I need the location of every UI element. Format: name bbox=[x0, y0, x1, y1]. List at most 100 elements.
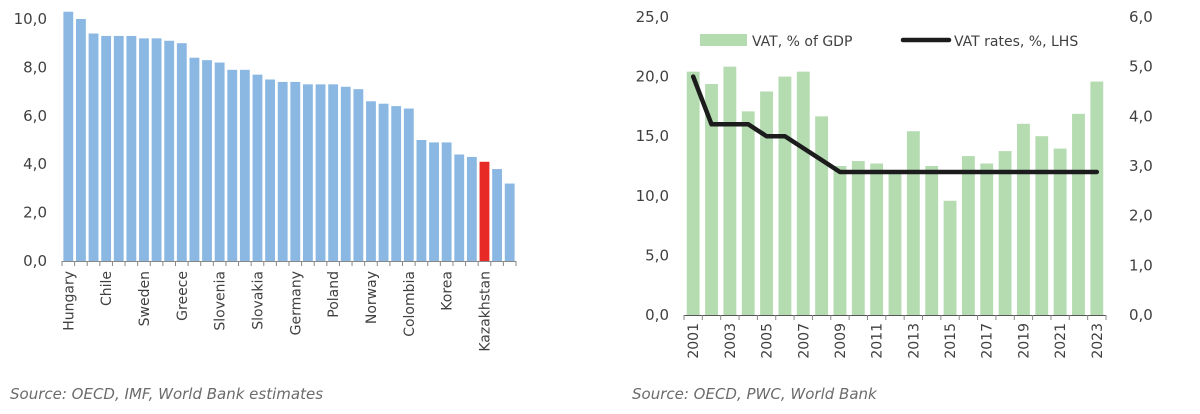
bar bbox=[164, 40, 175, 261]
x-tick-label: 2023 bbox=[1090, 323, 1106, 359]
bar bbox=[391, 106, 402, 262]
chart-vat-by-country: 0,0 2,0 4,0 6,0 8,0 10,0 Hungary Chile Sweden Gre… bbox=[14, 10, 517, 352]
bar bbox=[126, 35, 137, 261]
bar-vat-gdp bbox=[870, 163, 884, 315]
y-tick-label: 6,0 bbox=[23, 107, 47, 125]
bar-vat-gdp bbox=[925, 166, 939, 315]
bar bbox=[315, 84, 326, 261]
bar bbox=[75, 19, 86, 261]
legend-label-vat-rates: VAT rates, %, LHS bbox=[954, 34, 1078, 50]
category-label: Germany bbox=[288, 271, 304, 335]
bar-vat-gdp bbox=[796, 71, 810, 315]
category-label: Chile bbox=[99, 271, 115, 306]
left-axis-tick-label: 20,0 bbox=[636, 68, 669, 86]
left-axis-tick-label: 5,0 bbox=[645, 246, 669, 264]
bar bbox=[239, 69, 250, 261]
x-tick-label: 2009 bbox=[833, 323, 849, 359]
category-label: Kazakhstan bbox=[477, 271, 493, 352]
bar-vat-gdp bbox=[815, 116, 829, 315]
x-tick-label: 2019 bbox=[1016, 323, 1032, 359]
category-label: Sweden bbox=[137, 271, 153, 326]
bar-vat-gdp bbox=[1017, 123, 1030, 316]
source-note-left: Source: OECD, IMF, World Bank estimates bbox=[10, 385, 324, 403]
bar bbox=[101, 35, 112, 261]
x-tick-label: 2005 bbox=[760, 323, 776, 359]
x-tick-label: 2021 bbox=[1053, 323, 1069, 359]
bar bbox=[504, 183, 515, 261]
bar bbox=[189, 57, 200, 261]
category-label: Norway bbox=[364, 271, 380, 324]
bar-vat-gdp bbox=[686, 71, 700, 315]
category-label: Slovakia bbox=[250, 271, 266, 330]
source-note-right: Source: OECD, PWC, World Bank bbox=[632, 385, 877, 403]
bar-vat-gdp bbox=[980, 163, 994, 315]
right-axis-tick-label: 6,0 bbox=[1129, 8, 1153, 26]
x-tick-label: 2013 bbox=[906, 323, 922, 359]
y-tick-label: 2,0 bbox=[23, 204, 47, 222]
right-axis-tick-label: 3,0 bbox=[1129, 157, 1153, 175]
legend-swatch-vat-gdp bbox=[700, 34, 747, 46]
bar bbox=[139, 38, 149, 261]
bar-vat-gdp bbox=[888, 170, 902, 315]
category-label: Slovenia bbox=[213, 271, 229, 331]
left-axis-tick-label: 25,0 bbox=[636, 8, 669, 26]
x-tick-label: 2011 bbox=[870, 323, 886, 359]
bar bbox=[441, 142, 452, 261]
bar bbox=[429, 142, 439, 261]
bar bbox=[328, 84, 339, 261]
left-axis-tick-label: 15,0 bbox=[636, 127, 669, 145]
bar bbox=[366, 101, 376, 261]
bar bbox=[290, 81, 301, 261]
bar bbox=[265, 79, 276, 261]
bar bbox=[454, 154, 465, 261]
bar bbox=[353, 89, 364, 262]
bar bbox=[252, 74, 263, 261]
bar-vat-gdp bbox=[851, 161, 865, 315]
bar-vat-gdp bbox=[833, 166, 847, 315]
bar-vat-gdp bbox=[760, 91, 773, 315]
bar-vat-gdp bbox=[998, 151, 1012, 315]
bar-vat-gdp bbox=[1053, 148, 1067, 315]
right-axis-tick-label: 0,0 bbox=[1129, 306, 1153, 324]
bar bbox=[416, 140, 427, 261]
right-axis-tick-label: 1,0 bbox=[1129, 256, 1153, 274]
line-vat-rates bbox=[690, 74, 1100, 175]
chart-vat-kazakhstan-timeseries: 0,0 5,0 10,0 15,0 20,0 25,0 0,0 1,0 2,0 3,0 4,0 5,0… bbox=[636, 8, 1153, 359]
x-tick-label: 2015 bbox=[943, 323, 959, 359]
bar-vat-gdp bbox=[723, 66, 737, 316]
bar-vat-gdp bbox=[1072, 113, 1085, 315]
bar-vat-gdp bbox=[1035, 136, 1049, 315]
x-tick-label: 2003 bbox=[723, 323, 739, 359]
bar bbox=[227, 69, 238, 261]
y-tick-label: 10,0 bbox=[14, 10, 47, 28]
bar bbox=[378, 103, 389, 261]
bar-vat-gdp bbox=[741, 111, 755, 315]
bar-vat-gdp bbox=[943, 200, 957, 315]
right-axis-tick-label: 5,0 bbox=[1129, 58, 1153, 76]
bar-vat-gdp bbox=[961, 156, 975, 315]
x-tick-label: 2017 bbox=[980, 323, 996, 359]
bar-vat-gdp bbox=[778, 76, 792, 315]
y-tick-label: 8,0 bbox=[23, 58, 47, 76]
bar bbox=[466, 156, 477, 261]
bar bbox=[403, 108, 414, 261]
y-tick-label: 4,0 bbox=[23, 155, 47, 173]
bar bbox=[340, 86, 351, 261]
bar bbox=[151, 38, 162, 261]
y-tick-label: 0,0 bbox=[23, 252, 47, 270]
category-label: Korea bbox=[440, 271, 456, 311]
left-axis-tick-label: 0,0 bbox=[645, 306, 669, 324]
bar bbox=[302, 84, 313, 261]
bar bbox=[88, 33, 99, 261]
bar-vat-gdp bbox=[1090, 81, 1104, 315]
right-axis-tick-label: 2,0 bbox=[1129, 207, 1153, 225]
bar bbox=[176, 43, 187, 262]
category-label: Poland bbox=[326, 271, 342, 318]
bar bbox=[492, 169, 503, 261]
category-label: Hungary bbox=[61, 271, 77, 331]
right-axis-tick-label: 4,0 bbox=[1129, 107, 1153, 125]
x-tick-label: 2007 bbox=[796, 323, 812, 359]
category-label: Greece bbox=[175, 271, 191, 321]
legend-label-vat-gdp: VAT, % of GDP bbox=[752, 34, 852, 50]
bar-vat-gdp bbox=[906, 131, 920, 315]
